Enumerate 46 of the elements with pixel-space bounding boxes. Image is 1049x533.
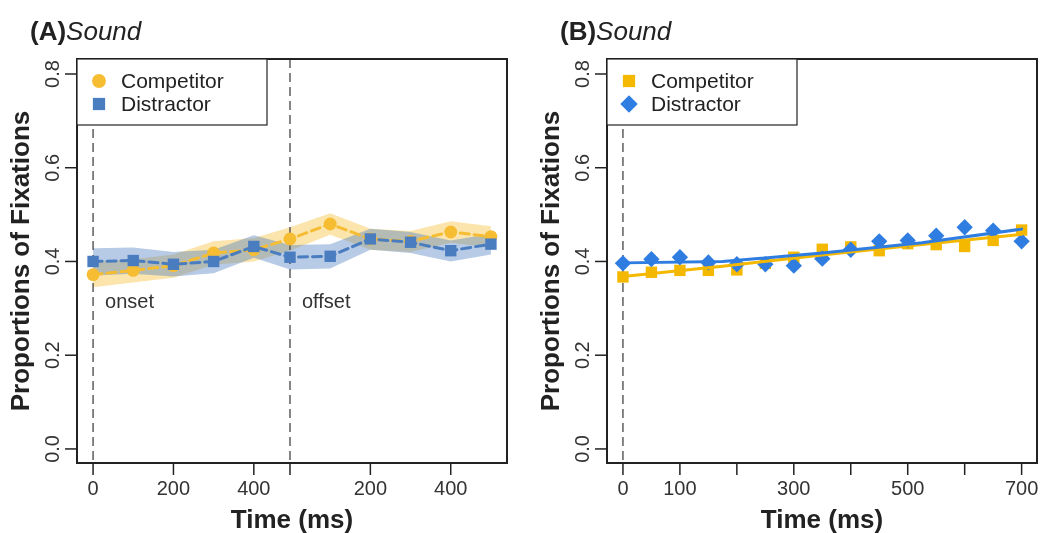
x-axis-title: Time (ms)	[230, 504, 354, 533]
point	[956, 219, 973, 236]
y-tick-label: 0.2	[41, 341, 63, 370]
y-tick-label: 0.4	[571, 247, 593, 276]
y-axis-title: Proportions of Fixations	[5, 110, 35, 412]
legend-label: Distractor	[121, 92, 211, 116]
point	[445, 244, 457, 257]
x-tick-label: 0	[87, 477, 99, 499]
point	[617, 271, 629, 283]
y-tick-label: 0.4	[41, 247, 63, 276]
point	[1013, 233, 1030, 250]
legend-label: Competitor	[121, 69, 224, 93]
point	[283, 232, 297, 246]
y-tick-label: 0.2	[571, 341, 593, 370]
legend-label: Competitor	[651, 69, 754, 93]
x-tick-label: 500	[891, 477, 925, 499]
y-tick-label: 0.8	[571, 60, 593, 88]
y-tick-label: 0.6	[41, 153, 63, 182]
y-tick-label: 0.6	[571, 153, 593, 182]
x-tick-label: 100	[663, 477, 697, 499]
x-tick-label: 700	[1004, 477, 1039, 499]
point	[323, 217, 337, 231]
point	[785, 257, 802, 274]
point	[324, 250, 336, 263]
point	[87, 255, 99, 268]
ref-line-label: offset	[301, 290, 351, 313]
x-tick-label: 400	[237, 477, 271, 499]
y-tick-label: 0.8	[41, 60, 63, 88]
chart-title: (A)Sound	[30, 16, 143, 46]
point	[444, 225, 458, 239]
y-tick-label: 0.0	[571, 435, 593, 463]
legend-label: Distractor	[651, 92, 741, 116]
x-tick-label: 0	[617, 477, 629, 499]
point	[86, 268, 100, 282]
y-tick-label: 0.0	[41, 435, 63, 463]
chart-title: (B)Sound	[560, 16, 673, 46]
point	[284, 251, 296, 263]
x-tick-label: 300	[777, 477, 811, 499]
x-tick-label: 200	[156, 477, 191, 499]
point	[207, 255, 220, 268]
y-axis-title: Proportions of Fixations	[535, 110, 565, 412]
point	[127, 254, 139, 267]
point	[248, 240, 260, 253]
x-axis-title: Time (ms)	[760, 504, 884, 533]
ref-line-label: onset	[105, 290, 155, 313]
point	[485, 238, 497, 250]
